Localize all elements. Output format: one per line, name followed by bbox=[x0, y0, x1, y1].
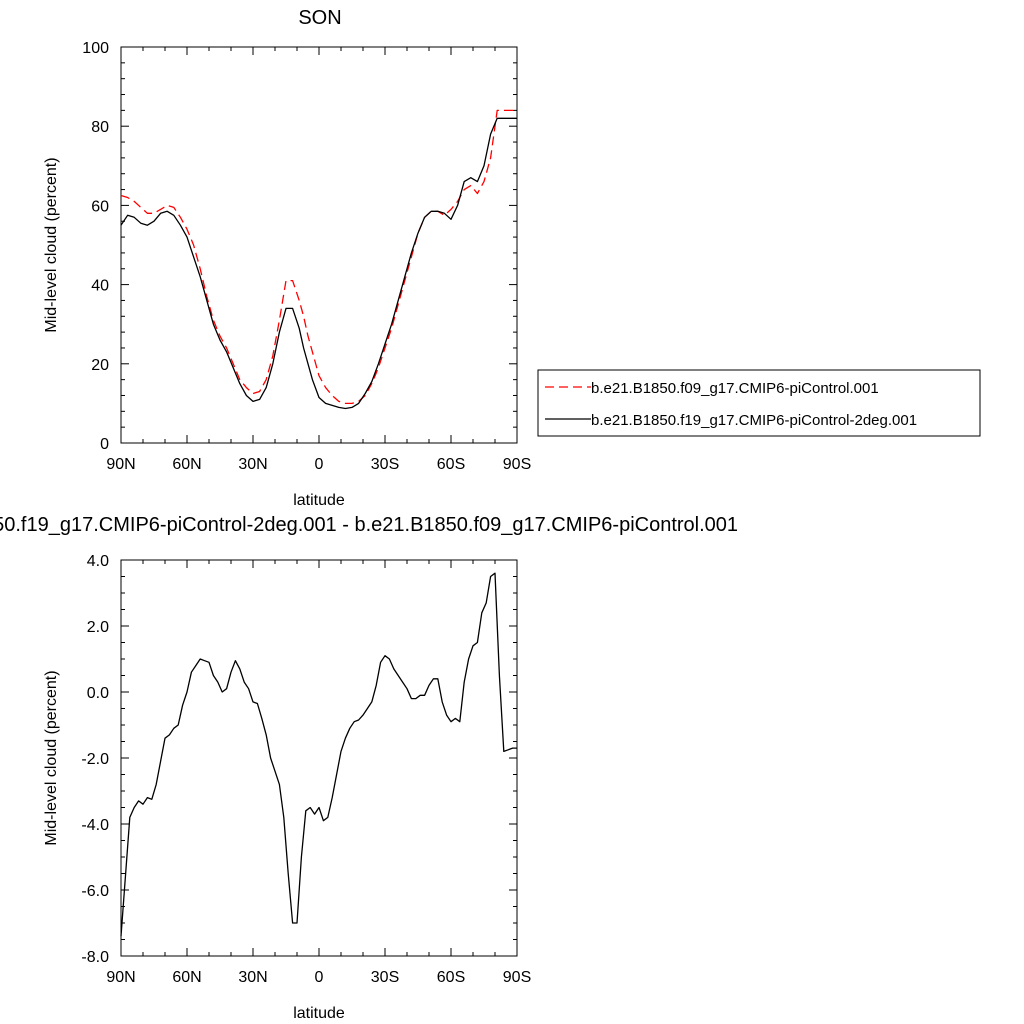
top-x-tick-label: 90S bbox=[503, 456, 531, 473]
top-x-tick-label: 90N bbox=[106, 456, 135, 473]
top-y-tick-label: 100 bbox=[82, 40, 109, 57]
legend-box bbox=[537, 369, 981, 437]
bottom-y-tick-label: 0.0 bbox=[87, 685, 109, 702]
bottom-x-tick-label: 90N bbox=[106, 969, 135, 986]
top-panel: SON 90N 60N 30N 0 30S 60S 90S 0 20 40 60 80 100 lati… bbox=[43, 7, 531, 509]
bottom-y-tick-label: -2.0 bbox=[81, 751, 109, 768]
top-x-tick-label: 0 bbox=[315, 456, 324, 473]
bottom-series-line-0 bbox=[120, 572, 517, 937]
bottom-x-axis-label: latitude bbox=[293, 1005, 345, 1022]
top-series-line-0 bbox=[120, 109, 517, 405]
top-x-axis-label: latitude bbox=[293, 492, 345, 509]
top-plot-frame bbox=[120, 46, 518, 444]
bottom-y-tick-label: -6.0 bbox=[81, 883, 109, 900]
bottom-y-tick-label: -4.0 bbox=[81, 817, 109, 834]
bottom-axis-ticks: 90N 60N 30N 0 30S 60S 90S -8.0 -6.0 -4.0 -2.0 0.0 2.… bbox=[81, 553, 531, 986]
top-y-tick-label: 0 bbox=[100, 436, 109, 453]
bottom-y-tick-label: 2.0 bbox=[87, 619, 109, 636]
top-y-tick-label: 20 bbox=[91, 357, 109, 374]
top-y-tick-label: 40 bbox=[91, 278, 109, 295]
bottom-x-tick-label: 0 bbox=[315, 969, 324, 986]
bottom-x-tick-label: 90S bbox=[503, 969, 531, 986]
top-series-line-1 bbox=[120, 117, 517, 410]
bottom-y-axis-label: Mid-level cloud (percent) bbox=[43, 670, 60, 845]
bottom-x-tick-label: 30N bbox=[238, 969, 267, 986]
top-panel-title: SON bbox=[298, 7, 341, 29]
legend-entry-f19: b.e21.B1850.f19_g17.CMIP6-piControl-2deg… bbox=[591, 412, 917, 429]
legend-entry-f09: b.e21.B1850.f09_g17.CMIP6-piControl.001 bbox=[591, 380, 879, 397]
bottom-plot-frame bbox=[120, 559, 518, 957]
legend: b.e21.B1850.f09_g17.CMIP6-piControl.001 … bbox=[537, 369, 981, 437]
bottom-x-tick-label: 30S bbox=[371, 969, 399, 986]
top-y-axis-label: Mid-level cloud (percent) bbox=[43, 157, 60, 332]
top-x-tick-label: 60S bbox=[437, 456, 465, 473]
top-axis-ticks: 90N 60N 30N 0 30S 60S 90S 0 20 40 60 80 100 bbox=[82, 40, 531, 473]
top-series-lines bbox=[120, 109, 517, 410]
bottom-y-tick-label: -8.0 bbox=[81, 949, 109, 966]
bottom-x-tick-label: 60N bbox=[172, 969, 201, 986]
top-y-tick-label: 60 bbox=[91, 198, 109, 215]
bottom-panel-title: b.e21.B1850.f19_g17.CMIP6-piControl-2deg… bbox=[0, 514, 738, 536]
bottom-x-tick-label: 60S bbox=[437, 969, 465, 986]
top-x-tick-label: 60N bbox=[172, 456, 201, 473]
top-x-tick-label: 30S bbox=[371, 456, 399, 473]
top-x-tick-label: 30N bbox=[238, 456, 267, 473]
bottom-series-lines bbox=[120, 572, 517, 937]
bottom-y-tick-label: 4.0 bbox=[87, 553, 109, 570]
bottom-panel: b.e21.B1850.f19_g17.CMIP6-piControl-2deg… bbox=[0, 514, 738, 1022]
top-y-tick-label: 80 bbox=[91, 119, 109, 136]
